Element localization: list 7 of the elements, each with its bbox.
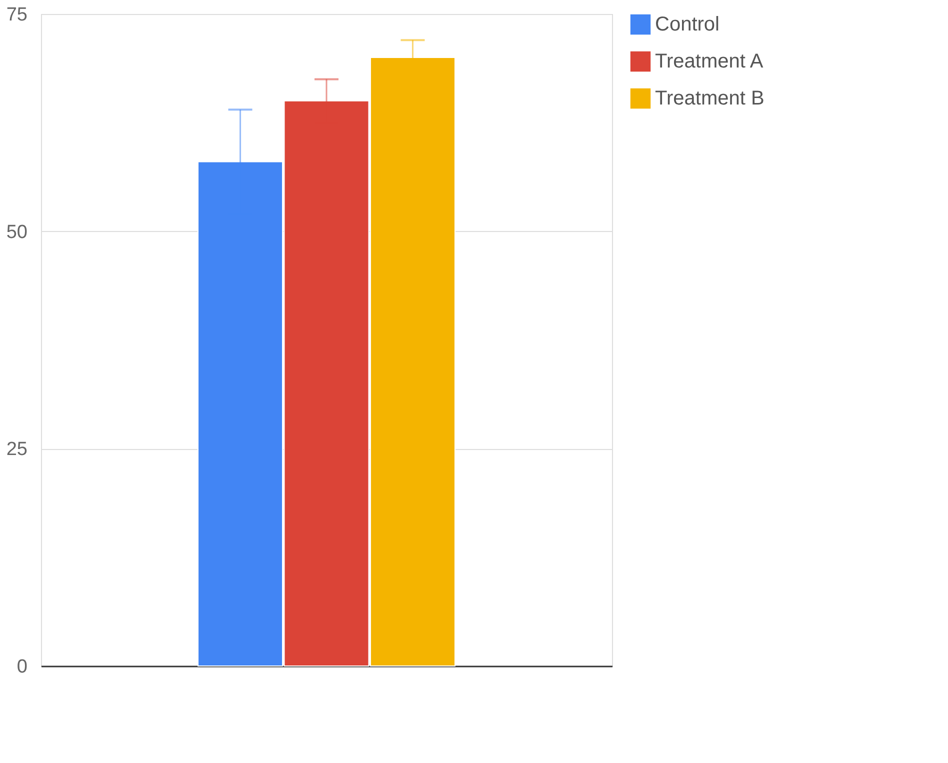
- y-tick-label: 75: [6, 4, 28, 26]
- y-tick-label: 0: [16, 656, 28, 678]
- legend-label: Treatment B: [655, 88, 764, 110]
- y-tick-label: 25: [6, 439, 28, 460]
- legend-label: Control: [655, 14, 720, 36]
- y-tick-label: 50: [6, 222, 28, 243]
- legend-label: Treatment A: [655, 50, 764, 72]
